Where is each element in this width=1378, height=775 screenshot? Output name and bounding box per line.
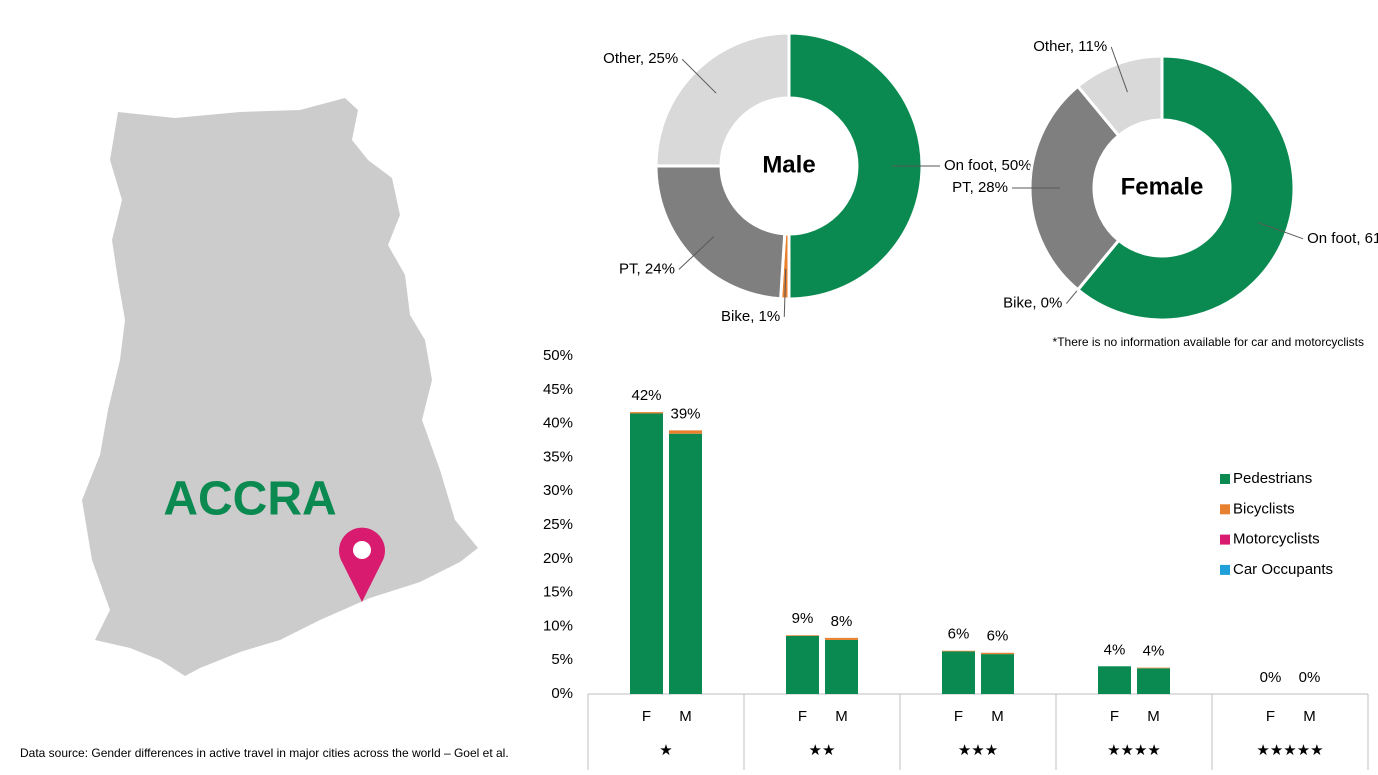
slice-label: Other, 25% bbox=[603, 50, 678, 67]
y-tick-label: 45% bbox=[543, 381, 573, 398]
donut-slice bbox=[1028, 84, 1121, 292]
slice-label: PT, 28% bbox=[952, 179, 1008, 196]
slice-label: Bike, 1% bbox=[721, 308, 780, 325]
group-label: ★★★ bbox=[958, 742, 998, 759]
total-label: 6% bbox=[948, 626, 970, 643]
donut-slice bbox=[654, 31, 791, 168]
group-label: ★★★★ bbox=[1107, 742, 1161, 759]
y-tick-label: 25% bbox=[543, 516, 573, 533]
footnote: *There is no information available for c… bbox=[1053, 335, 1364, 349]
bar-segment bbox=[630, 413, 663, 694]
bar-segment bbox=[1137, 668, 1170, 694]
donut-slice bbox=[787, 31, 924, 301]
x-tick-label: F bbox=[642, 708, 651, 725]
y-tick-label: 30% bbox=[543, 482, 573, 499]
total-label: 6% bbox=[987, 628, 1009, 645]
bar-segment bbox=[981, 654, 1014, 694]
slice-label: Bike, 0% bbox=[1003, 295, 1062, 312]
bar-segment bbox=[1137, 667, 1170, 669]
map-label: ACCRA bbox=[163, 473, 336, 526]
bar-segment bbox=[825, 637, 858, 640]
x-tick-label: F bbox=[1110, 708, 1119, 725]
leader-line bbox=[783, 268, 787, 317]
ghana-map bbox=[82, 98, 478, 676]
slice-label: Other, 11% bbox=[1033, 38, 1107, 55]
y-tick-label: 10% bbox=[543, 617, 573, 634]
y-tick-label: 5% bbox=[551, 651, 573, 668]
donut-slice bbox=[1075, 54, 1164, 138]
legend-swatch bbox=[1220, 504, 1230, 515]
total-label: 4% bbox=[1143, 643, 1165, 660]
bar-segment bbox=[1098, 666, 1131, 694]
leader-line bbox=[1257, 222, 1304, 240]
y-tick-label: 50% bbox=[543, 347, 573, 364]
bar-segment bbox=[669, 430, 702, 434]
group-label: ★★★★★ bbox=[1256, 742, 1323, 759]
leader-line bbox=[1110, 46, 1128, 93]
total-label: 42% bbox=[631, 387, 661, 404]
x-tick-label: M bbox=[1147, 708, 1160, 725]
bar-segment bbox=[942, 651, 975, 694]
total-label: 8% bbox=[831, 613, 853, 630]
y-tick-label: 15% bbox=[543, 584, 573, 601]
x-tick-label: F bbox=[1266, 708, 1275, 725]
x-tick-label: F bbox=[954, 708, 963, 725]
total-label: 4% bbox=[1104, 641, 1126, 658]
total-label: 0% bbox=[1299, 669, 1321, 686]
donut-center-title: Female bbox=[1121, 173, 1204, 200]
y-tick-label: 40% bbox=[543, 415, 573, 432]
slice-label: On foot, 50% bbox=[944, 157, 1032, 174]
bar-segment bbox=[786, 635, 819, 636]
pin-hole bbox=[353, 541, 371, 559]
group-label: ★ bbox=[659, 742, 672, 759]
legend-swatch bbox=[1220, 474, 1230, 484]
donut-center-title: Male bbox=[762, 151, 815, 178]
y-tick-label: 0% bbox=[551, 685, 573, 702]
total-label: 0% bbox=[1260, 669, 1282, 686]
bar-segment bbox=[942, 650, 975, 652]
leader-line bbox=[681, 58, 717, 94]
bar-segment bbox=[981, 652, 1014, 655]
total-label: 39% bbox=[670, 405, 700, 422]
slice-label: On foot, 61% bbox=[1307, 230, 1378, 247]
donut-slice bbox=[654, 164, 787, 301]
donut-slice bbox=[1075, 54, 1296, 322]
x-tick-label: M bbox=[991, 708, 1004, 725]
legend-label: Bicyclists bbox=[1233, 500, 1295, 517]
x-tick-label: F bbox=[798, 708, 807, 725]
bar-segment bbox=[669, 433, 702, 694]
bar-segment bbox=[630, 412, 663, 414]
legend-label: Pedestrians bbox=[1233, 470, 1312, 487]
y-tick-label: 20% bbox=[543, 550, 573, 567]
source-note: Data source: Gender differences in activ… bbox=[20, 746, 509, 760]
legend-swatch bbox=[1220, 564, 1230, 575]
slice-label: PT, 24% bbox=[619, 260, 675, 277]
y-tick-label: 35% bbox=[543, 448, 573, 465]
x-tick-label: M bbox=[835, 708, 848, 725]
x-tick-label: M bbox=[1303, 708, 1316, 725]
bar-segment bbox=[786, 635, 819, 694]
location-pin bbox=[339, 527, 386, 602]
legend-label: Car Occupants bbox=[1233, 561, 1333, 578]
legend-swatch bbox=[1220, 534, 1230, 545]
leader-line bbox=[678, 236, 715, 270]
bar-segment bbox=[825, 639, 858, 694]
group-label: ★★ bbox=[809, 742, 836, 759]
total-label: 9% bbox=[792, 610, 814, 627]
legend-label: Motorcyclists bbox=[1233, 531, 1320, 548]
x-tick-label: M bbox=[679, 708, 692, 725]
